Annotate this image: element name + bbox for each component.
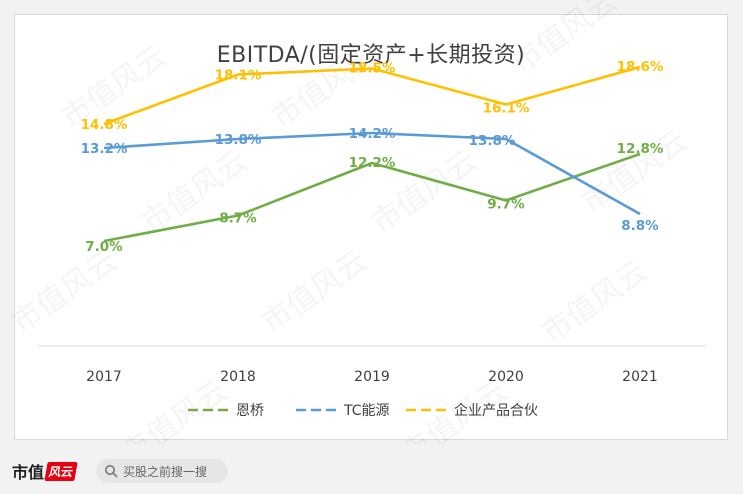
series-line-2	[103, 65, 641, 126]
series-line-0	[103, 152, 641, 243]
data-label: 9.7%	[487, 197, 525, 213]
series-line-1	[103, 131, 641, 216]
data-label: 8.7%	[219, 211, 257, 227]
data-label: 13.8%	[469, 133, 516, 149]
chart-title: EBITDA/(固定资产+长期投资)	[216, 43, 526, 68]
data-label: 14.2%	[349, 126, 396, 142]
watermark-text: 市值风云	[5, 243, 123, 340]
data-label: 14.8%	[81, 117, 128, 133]
x-tick-label: 2019	[354, 369, 390, 385]
chart-card: EBITDA/(固定资产+长期投资)	[14, 14, 728, 440]
legend-label: TC能源	[343, 403, 390, 419]
data-label: 18.5%	[349, 61, 396, 77]
brand-logo[interactable]: 市值 风云	[12, 458, 78, 484]
x-tick-label: 2018	[220, 369, 256, 385]
data-label: 18.6%	[617, 59, 664, 75]
footer-bar: 市值 风云 买股之前搜一搜	[0, 444, 743, 494]
watermark-text: 市值风云	[575, 123, 693, 220]
watermark-text: 市值风云	[505, 0, 623, 81]
data-label: 12.8%	[617, 141, 664, 157]
x-tick-label: 2017	[86, 369, 122, 385]
brand-text: 市值	[12, 463, 45, 482]
watermark-text: 市值风云	[115, 373, 233, 444]
search-placeholder: 买股之前搜一搜	[123, 464, 208, 479]
data-label: 12.2%	[349, 155, 396, 171]
watermark-text: 市值风云	[265, 38, 383, 135]
data-label: 18.1%	[215, 68, 262, 84]
x-tick-label: 2020	[488, 369, 524, 385]
data-label: 13.2%	[81, 141, 128, 157]
data-label: 7.0%	[85, 239, 123, 255]
data-label: 13.8%	[215, 132, 262, 148]
data-label: 16.1%	[483, 101, 530, 117]
watermark-text: 市值风云	[535, 253, 653, 350]
search-box[interactable]: 买股之前搜一搜	[96, 459, 228, 483]
watermark-text: 市值风云	[255, 243, 373, 340]
legend-label: 企业产品合伙	[454, 402, 538, 419]
x-tick-label: 2021	[622, 369, 658, 385]
legend-label: 恩桥	[236, 403, 264, 419]
brand-mark: 风云	[44, 461, 78, 481]
data-label: 8.8%	[621, 218, 659, 234]
search-icon	[105, 465, 118, 478]
